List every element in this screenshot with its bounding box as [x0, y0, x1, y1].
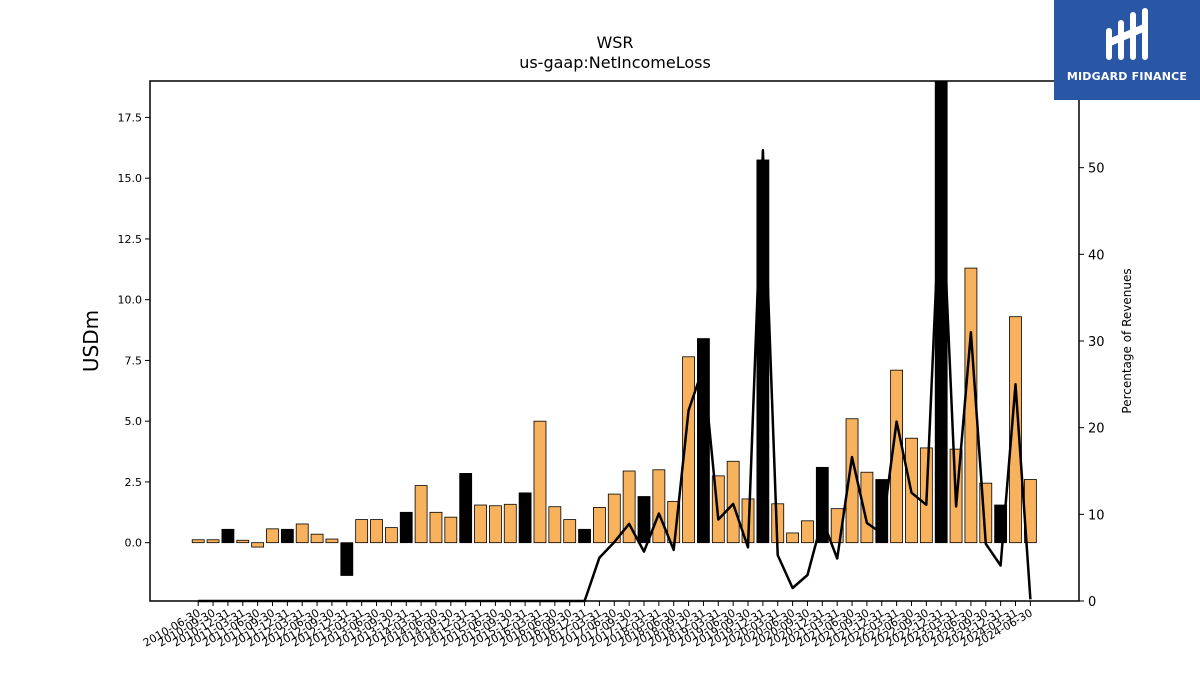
bar-quarter [414, 485, 428, 544]
bar-annual [934, 80, 948, 544]
bar-quarter [251, 542, 265, 548]
y2-axis-label: Percentage of Revenues [1120, 268, 1134, 413]
y2-tick-label: 20 [1088, 422, 1105, 437]
bar-annual [637, 496, 651, 544]
bar-quarter [563, 519, 577, 544]
bar-quarter [429, 511, 443, 544]
bar-quarter [325, 538, 339, 544]
y2-tick-label: 40 [1088, 248, 1105, 263]
bar-quarter [786, 532, 799, 544]
chart-title: WSR [596, 33, 633, 52]
bar-quarter [191, 539, 205, 544]
bar-quarter [266, 528, 279, 544]
bar-annual [815, 466, 829, 544]
bar-annual [518, 492, 532, 544]
bar-annual [459, 473, 473, 544]
y-tick-label: 12.5 [118, 233, 143, 246]
bar-quarter [236, 539, 250, 544]
bar-quarter [310, 533, 324, 544]
bar-annual [221, 528, 235, 544]
bar-quarter [206, 539, 220, 544]
bar-annual [578, 528, 591, 544]
brand-name: MIDGARD FINANCE [1066, 70, 1188, 83]
midgard-logo-icon [1106, 8, 1148, 60]
y-tick-label: 5.0 [125, 415, 143, 428]
y2-tick-label: 0 [1088, 595, 1096, 610]
bar-quarter [503, 503, 517, 544]
y2-tick-label: 50 [1088, 162, 1105, 177]
y-tick-label: 0.0 [125, 537, 143, 550]
brand-logo: MIDGARD FINANCE [1054, 0, 1200, 100]
bar-quarter [444, 516, 458, 544]
bar-quarter [1009, 316, 1022, 544]
axes: 0.02.55.07.510.012.515.017.5010203040502… [118, 80, 1105, 650]
bar-quarter [370, 519, 383, 544]
bar-quarter [652, 469, 666, 544]
y2-tick-label: 10 [1088, 508, 1105, 523]
bar-quarter [548, 506, 562, 544]
y2-tick-label: 30 [1088, 335, 1105, 350]
bar-quarter [295, 523, 309, 544]
bar-quarter [801, 520, 814, 544]
bar-annual [280, 528, 294, 544]
bar-series [191, 80, 1037, 576]
bar-annual [875, 479, 889, 544]
bar-quarter [384, 527, 398, 544]
bar-quarter [488, 505, 502, 544]
bar-quarter [474, 504, 487, 544]
bar-quarter [593, 507, 606, 544]
bar-quarter [726, 460, 740, 544]
y-tick-label: 7.5 [125, 354, 143, 367]
bar-annual [340, 542, 354, 576]
bar-quarter [355, 519, 369, 544]
bar-annual [756, 159, 770, 544]
y-tick-label: 10.0 [118, 294, 143, 307]
y-tick-label: 15.0 [118, 172, 143, 185]
y-axis-label: USDm [79, 310, 103, 372]
bar-quarter [533, 420, 547, 544]
chart-subtitle: us-gaap:NetIncomeLoss [519, 53, 711, 72]
bar-annual [399, 511, 413, 544]
y-tick-label: 17.5 [118, 111, 143, 124]
bar-quarter [622, 470, 636, 544]
y-tick-label: 2.5 [125, 476, 143, 489]
